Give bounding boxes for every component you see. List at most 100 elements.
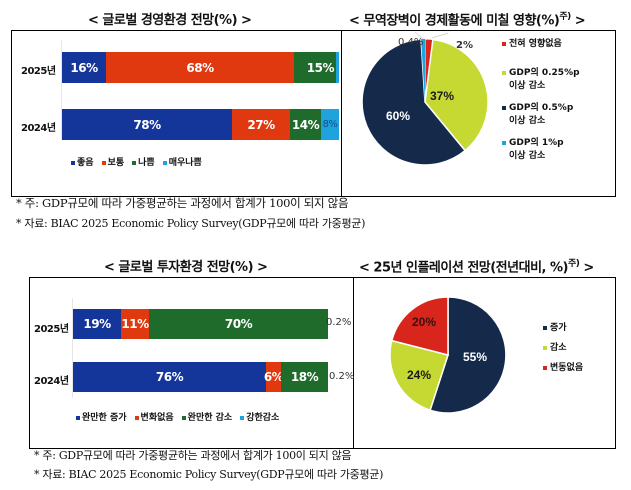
bar-segment-mild-decrease: 70% — [149, 309, 328, 339]
chart2-title: < 무역장벽이 경제활동에 미칠 영향(%)주) > — [349, 9, 586, 29]
pie-label-0.4: 0.4% — [398, 37, 424, 48]
legend-swatch-icon — [181, 415, 186, 420]
legend-label: 감소 — [550, 343, 567, 353]
legend-label: 매우나쁨 — [168, 158, 202, 168]
bar-segment-mild-increase: 76% — [73, 362, 266, 392]
chart1-bar-2024: 78% 27% 14% 8% — [62, 109, 339, 140]
pie-slice-1 — [421, 38, 425, 102]
legend-label: 강한감소 — [246, 413, 280, 423]
legend-swatch-icon — [132, 160, 137, 165]
svg-text:60%: 60% — [386, 109, 410, 123]
chart2-pie: 37% 60% — [361, 31, 489, 166]
legend-label: 나쁨 — [138, 158, 155, 168]
legend-swatch-icon — [240, 415, 245, 420]
legend-label: 변동없음 — [550, 363, 584, 373]
footnote-2: * 주: GDP규모에 따라 가중평균하는 과정에서 합계가 100이 되지 않… — [34, 449, 352, 462]
pie-slice-increase — [429, 296, 507, 414]
legend-label-line2: 이상 감소 — [509, 81, 546, 91]
legend-label: 변화없음 — [140, 413, 174, 423]
legend-swatch-icon — [101, 160, 106, 165]
chart1-bar-2025: 16% 68% 15% — [62, 52, 339, 83]
legend-item-no-change: 변동없음 — [543, 362, 583, 375]
chart2-title-footnote: 주) — [559, 12, 571, 22]
legend-label: GDP의 1%p — [509, 138, 564, 148]
bar-label-strong-decrease-2025: 0.2% — [326, 317, 352, 328]
legend-item-1: GDP의 1%p 이상 감소 — [502, 137, 580, 163]
bar-segment-good: 78% — [62, 109, 232, 140]
legend-label: 증가 — [550, 323, 567, 333]
legend-item-strong-decrease: 강한감소 — [240, 410, 279, 423]
svg-text:37%: 37% — [430, 89, 454, 103]
svg-text:55%: 55% — [463, 350, 487, 364]
legend-swatch-icon — [502, 105, 506, 110]
legend-label-line2: 이상 감소 — [509, 116, 546, 126]
legend-label: 완만한 감소 — [187, 413, 233, 423]
top-divider — [341, 30, 342, 196]
chart3-ylabel-2024: 2024년 — [34, 376, 69, 387]
legend-item-very-bad: 매우나쁨 — [162, 155, 202, 168]
chart4-legend: 증가 감소 변동없음 — [543, 322, 583, 384]
chart2-title-end: > — [570, 13, 586, 29]
legend-item-no-change: 변화없음 — [134, 410, 174, 423]
chart3-legend: 완만한 증가 변화없음 완만한 감소 강한감소 — [76, 410, 279, 423]
legend-item-good: 좋음 — [71, 155, 94, 168]
bar-label-strong-decrease-2024: 0.2% — [329, 371, 355, 382]
legend-swatch-icon — [543, 325, 547, 330]
legend-swatch-icon — [71, 160, 75, 165]
chart3-ylabel-2025: 2025년 — [34, 324, 69, 335]
source-2: * 자료: BIAC 2025 Economic Policy Survey(G… — [34, 468, 384, 481]
chart2-legend: 전혀 영향없음 GDP의 0.25%p 이상 감소 GDP의 0.5%p 이상 감소… — [502, 38, 580, 172]
chart3-title: < 글로벌 투자환경 전망(%) > — [104, 260, 268, 275]
source-1: * 자료: BIAC 2025 Economic Policy Survey(G… — [16, 217, 366, 230]
svg-text:24%: 24% — [407, 368, 431, 382]
legend-item-bad: 나쁨 — [132, 155, 155, 168]
bar-segment-neutral: 68% — [106, 52, 294, 83]
chart4-title-text: < 25년 인플레이션 전망(전년대비, %) — [359, 260, 568, 276]
legend-swatch-icon — [162, 160, 167, 165]
legend-label: GDP의 0.25%p — [509, 68, 580, 78]
bar-segment-mild-decrease: 18% — [281, 362, 328, 392]
bottom-divider — [353, 277, 354, 448]
legend-label: 전혀 영향없음 — [509, 39, 562, 49]
legend-swatch-icon — [543, 345, 547, 350]
chart3-axis — [72, 298, 73, 398]
bar-segment-bad: 14% — [290, 109, 321, 140]
pie-label-2: 2% — [456, 40, 473, 51]
chart3-bar-2025: 19% 11% 70% — [73, 309, 328, 339]
svg-text:20%: 20% — [412, 315, 436, 329]
bar-segment-neutral: 27% — [232, 109, 290, 140]
legend-swatch-icon — [502, 70, 506, 75]
chart4-title: < 25년 인플레이션 전망(전년대비, %)주) > — [359, 256, 594, 275]
legend-item-mild-increase: 완만한 증가 — [76, 410, 127, 423]
legend-label: 좋음 — [77, 158, 94, 168]
bar-segment-no-change: 6% — [264, 362, 284, 392]
legend-swatch-icon — [76, 415, 80, 420]
legend-item-025: GDP의 0.25%p 이상 감소 — [502, 67, 580, 93]
legend-item-no-impact: 전혀 영향없음 — [502, 38, 580, 51]
chart2-title-text: < 무역장벽이 경제활동에 미칠 영향(%) — [349, 13, 560, 29]
pie-slice-decrease — [389, 339, 449, 412]
bar-segment-very-bad: 8% — [321, 109, 339, 140]
legend-label: 완만한 증가 — [82, 413, 127, 423]
bar-segment-mild-increase: 19% — [73, 309, 121, 339]
bar-segment-no-change: 11% — [121, 309, 149, 339]
legend-item-mild-decrease: 완만한 감소 — [181, 410, 233, 423]
chart4-pie: 55% 24% 20% — [389, 296, 507, 414]
legend-swatch-icon — [502, 41, 506, 46]
pie-slice-025 — [424, 38, 489, 152]
bar-segment-bad: 15% — [294, 52, 336, 83]
pie-slice-no-change — [390, 296, 449, 356]
legend-item-05: GDP의 0.5%p 이상 감소 — [502, 102, 580, 128]
chart3-bar-2024: 76% 6% 18% — [73, 362, 328, 392]
chart1-ylabel-2024: 2024년 — [21, 123, 56, 134]
legend-label: GDP의 0.5%p — [509, 103, 574, 113]
bar-segment-good: 16% — [62, 52, 106, 83]
legend-item-neutral: 보통 — [101, 155, 124, 168]
chart1-axis — [61, 40, 62, 140]
chart1-ylabel-2025: 2025년 — [21, 66, 56, 77]
legend-label-line2: 이상 감소 — [509, 151, 546, 161]
chart4-title-footnote: 주) — [567, 259, 580, 269]
legend-swatch-icon — [543, 365, 547, 370]
pie-slice-05 — [361, 38, 467, 166]
chart4-title-end: > — [579, 260, 594, 276]
